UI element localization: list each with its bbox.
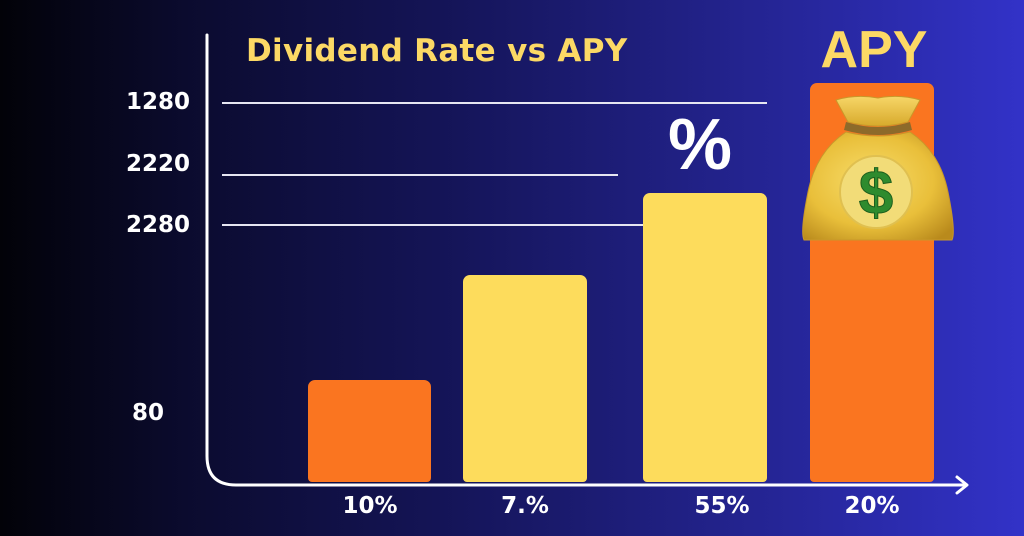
- bar-7-percent: [463, 275, 587, 482]
- gridline: [222, 224, 643, 226]
- y-tick-label: 2220: [125, 151, 190, 177]
- y-tick-label: 1280: [125, 89, 190, 115]
- x-tick-label: 7.%: [501, 493, 549, 519]
- money-bag-icon: $: [802, 95, 954, 241]
- percent-symbol: %: [668, 105, 733, 185]
- bar-10-percent: [308, 380, 431, 482]
- bar-55-percent: [643, 193, 767, 482]
- svg-text:$: $: [859, 159, 893, 228]
- x-tick-label: 20%: [844, 493, 900, 519]
- gridline: [222, 174, 618, 176]
- x-axis-arrow-icon: [955, 475, 969, 495]
- chart-title: Dividend Rate vs APY: [246, 33, 628, 69]
- y-tick-label: 80: [131, 400, 164, 426]
- apy-label: APY: [820, 21, 928, 79]
- x-tick-label: 10%: [342, 493, 398, 519]
- x-tick-label: 55%: [694, 493, 750, 519]
- gridline: [222, 102, 767, 104]
- y-tick-label: 2280: [125, 212, 190, 238]
